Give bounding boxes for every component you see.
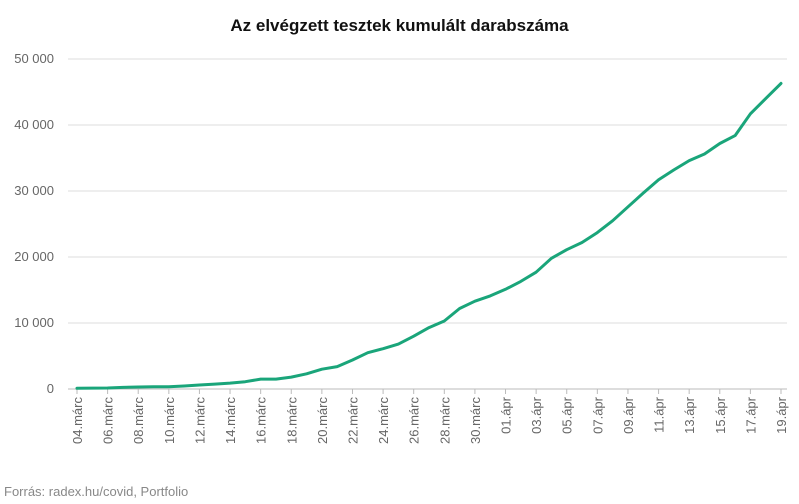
x-tick-label: 07.ápr [590,396,605,434]
x-tick-label: 12.márc [192,397,207,444]
x-tick-label: 13.ápr [682,396,697,434]
x-tick-label: 11.ápr [652,396,667,433]
gridlines [68,58,787,324]
x-tick-label: 14.márc [223,397,238,444]
x-tick-label: 05.ápr [560,396,575,434]
x-tick-label: 26.márc [407,397,422,444]
y-tick-label: 0 [47,381,54,396]
y-axis-ticks: 0 10 000 20 000 30 000 40 000 50 000 [14,51,54,396]
x-tick-label: 17.ápr [743,396,758,434]
x-tick-label: 22.márc [345,397,360,444]
x-tick-label: 03.ápr [529,396,544,434]
y-tick-label: 30 000 [14,183,54,198]
chart-title: Az elvégzett tesztek kumulált darabszáma [230,16,569,35]
x-tick-label: 08.márc [131,397,146,444]
x-tick-label: 18.márc [284,397,299,444]
source-note: Forrás: radex.hu/covid, Portfolio [4,484,189,499]
y-tick-label: 40 000 [14,117,54,132]
x-axis-ticks: 04.márc 06.márc 08.márc 10.márc 12.márc 14.má… [70,389,789,444]
x-tick-label: 04.márc [70,397,85,444]
x-tick-label: 06.márc [101,397,116,444]
x-tick-label: 19.ápr [774,396,789,434]
x-tick-label: 16.márc [254,397,269,444]
x-tick-label: 15.ápr [713,396,728,434]
y-tick-label: 50 000 [14,51,54,66]
x-tick-label: 20.márc [315,397,330,444]
x-tick-label: 10.márc [162,397,177,444]
x-tick-label: 09.ápr [621,396,636,434]
x-tick-label: 30.márc [468,397,483,444]
y-tick-label: 10 000 [14,315,54,330]
x-tick-label: 01.ápr [499,396,514,434]
series-line [75,81,783,390]
x-tick-label: 28.márc [437,397,452,444]
y-tick-label: 20 000 [14,249,54,264]
x-tick-label: 24.márc [376,397,391,444]
